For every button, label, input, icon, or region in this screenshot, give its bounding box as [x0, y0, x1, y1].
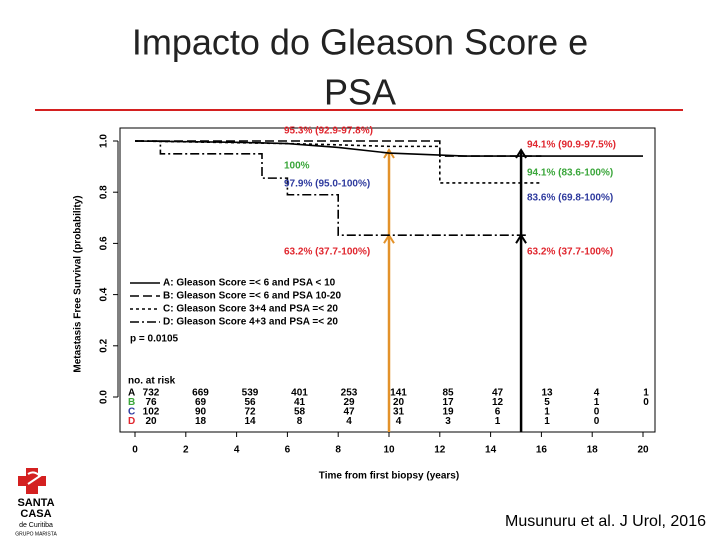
series-line	[135, 140, 529, 237]
risk-count: 0	[643, 397, 649, 408]
risk-count: 69	[195, 397, 207, 408]
risk-count: 102	[143, 407, 160, 418]
risk-count: 1	[594, 397, 600, 408]
annotation: 100%	[284, 161, 310, 172]
y-tick-label: 0.6	[99, 236, 110, 250]
risk-count: 669	[192, 388, 209, 399]
risk-count: 1	[544, 407, 550, 418]
x-tick-label: 16	[536, 445, 548, 456]
risk-count: 17	[442, 397, 454, 408]
x-tick-label: 14	[485, 445, 497, 456]
annotation: 94.1% (83.6-100%)	[527, 168, 613, 179]
risk-count: 253	[341, 388, 358, 399]
risk-count: 85	[442, 388, 454, 399]
risk-count: 1	[643, 388, 649, 399]
risk-count: 41	[294, 397, 306, 408]
logo-icon	[27, 471, 42, 485]
x-tick-label: 8	[335, 445, 341, 456]
y-axis-label: Metastasis Free Survival (probability)	[73, 195, 84, 372]
legend-label: A: Gleason Score =< 6 and PSA < 10	[163, 278, 336, 289]
logo: SANTA CASA de Curitiba GRUPO MARISTA	[15, 468, 57, 537]
annotation: 63.2% (37.7-100%)	[527, 247, 613, 258]
x-axis-label: Time from first biopsy (years)	[319, 471, 459, 482]
risk-count: 14	[244, 416, 256, 427]
legend-label: D: Gleason Score 4+3 and PSA =< 20	[163, 317, 338, 328]
risk-count: 20	[145, 416, 157, 427]
x-tick-label: 10	[383, 445, 395, 456]
risk-count: 19	[442, 407, 454, 418]
risk-count: 539	[242, 388, 259, 399]
x-tick-label: 0	[132, 445, 138, 456]
risk-row-label: D	[128, 416, 135, 427]
risk-count: 58	[294, 407, 306, 418]
risk-row-label: A	[128, 388, 135, 399]
risk-title: no. at risk	[128, 376, 176, 387]
logo-text: de Curitiba	[19, 522, 53, 529]
risk-count: 29	[343, 397, 355, 408]
slide-title: PSA	[324, 72, 396, 113]
risk-count: 56	[244, 397, 256, 408]
x-tick-label: 4	[234, 445, 240, 456]
risk-count: 3	[445, 416, 451, 427]
risk-count: 141	[390, 388, 407, 399]
risk-count: 13	[541, 388, 553, 399]
risk-count: 90	[195, 407, 207, 418]
risk-count: 4	[594, 388, 600, 399]
risk-count: 0	[594, 407, 600, 418]
x-tick-label: 20	[637, 445, 649, 456]
annotation: 63.2% (37.7-100%)	[284, 247, 370, 258]
risk-count: 5	[544, 397, 550, 408]
y-tick-label: 0.2	[99, 338, 110, 352]
risk-count: 18	[195, 416, 207, 427]
citation: Musunuru et al. J Urol, 2016	[505, 513, 706, 530]
risk-count: 47	[343, 407, 355, 418]
p-value: p = 0.0105	[130, 334, 179, 345]
y-tick-label: 0.8	[99, 185, 110, 199]
y-tick-label: 1.0	[99, 134, 110, 148]
risk-count: 1	[495, 416, 501, 427]
risk-count: 4	[346, 416, 352, 427]
x-tick-label: 18	[587, 445, 599, 456]
risk-count: 12	[492, 397, 504, 408]
risk-count: 732	[143, 388, 160, 399]
y-tick-label: 0.0	[99, 390, 110, 404]
logo-text: GRUPO MARISTA	[15, 531, 57, 537]
y-tick-label: 0.4	[99, 287, 110, 301]
logo-text: SANTA	[17, 497, 54, 509]
logo-text: CASA	[20, 508, 51, 520]
x-tick-label: 6	[285, 445, 291, 456]
annotation: 95.3% (92.9-97.8%)	[284, 126, 373, 137]
risk-count: 47	[492, 388, 504, 399]
slide-title: Impacto do Gleason Score e	[132, 22, 588, 63]
x-tick-label: 12	[434, 445, 446, 456]
annotation: 94.1% (90.9-97.5%)	[527, 140, 616, 151]
annotation: 97.9% (95.0-100%)	[284, 179, 370, 190]
annotation: 83.6% (69.8-100%)	[527, 193, 613, 204]
risk-count: 76	[145, 397, 157, 408]
legend-label: B: Gleason Score =< 6 and PSA 10-20	[163, 291, 341, 302]
risk-row-label: B	[128, 397, 135, 408]
risk-count: 6	[495, 407, 501, 418]
risk-count: 1	[544, 416, 550, 427]
risk-count: 0	[594, 416, 600, 427]
risk-count: 20	[393, 397, 405, 408]
series-line	[134, 140, 542, 184]
risk-count: 8	[297, 416, 303, 427]
risk-row-label: C	[128, 407, 135, 418]
x-tick-label: 2	[183, 445, 189, 456]
arrow-head	[383, 148, 395, 159]
risk-count: 401	[291, 388, 308, 399]
legend-label: C: Gleason Score 3+4 and PSA =< 20	[163, 304, 338, 315]
risk-count: 72	[244, 407, 256, 418]
risk-count: 4	[396, 416, 402, 427]
risk-count: 31	[393, 407, 405, 418]
